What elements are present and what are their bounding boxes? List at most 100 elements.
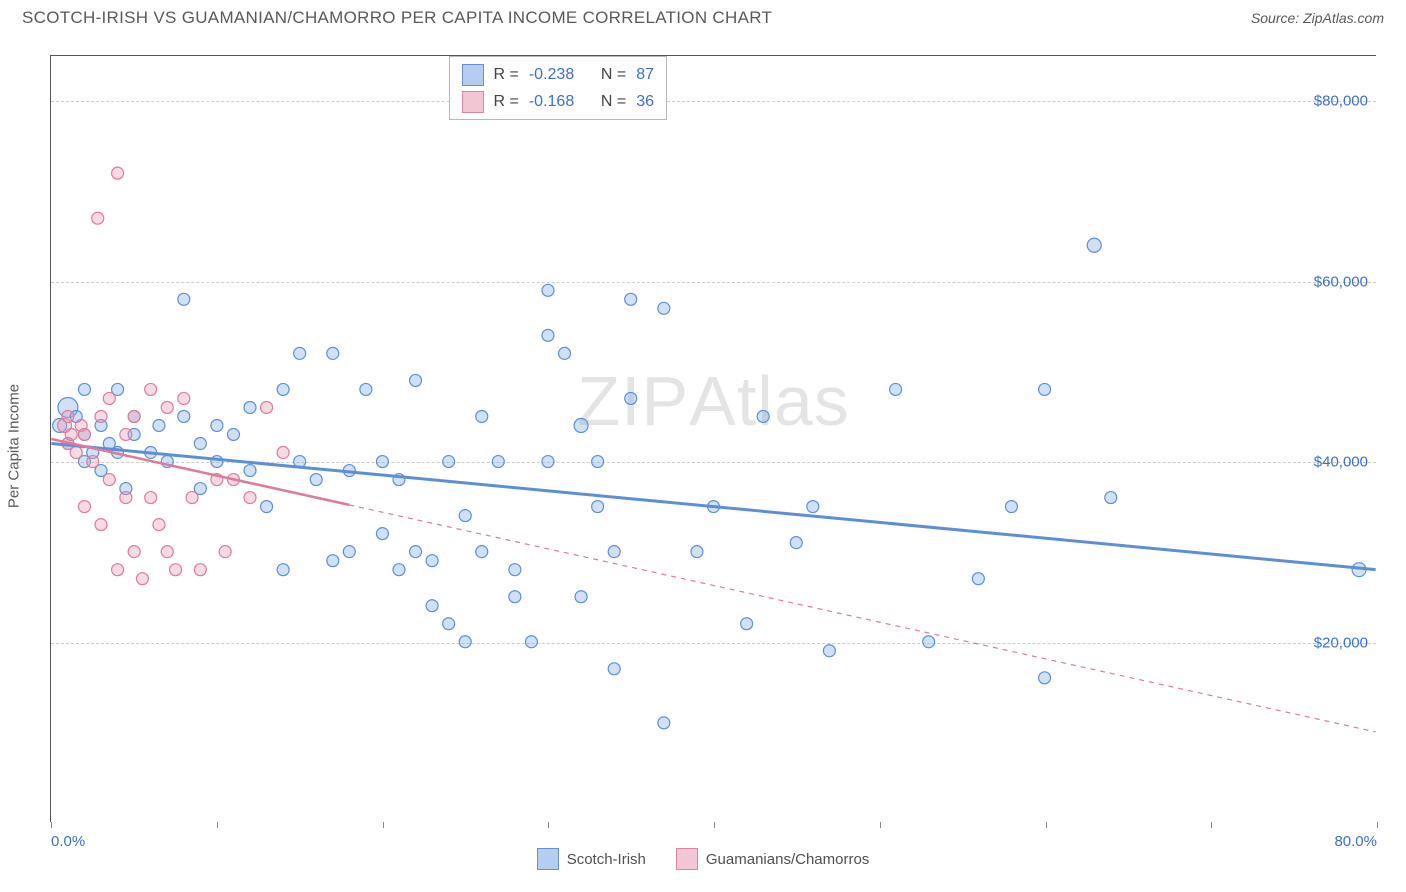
trend-line: [51, 444, 1375, 570]
scatter-point: [310, 474, 322, 486]
r-label: R =: [494, 61, 519, 88]
scatter-point: [92, 212, 104, 224]
scatter-point: [360, 383, 372, 395]
scatter-point: [153, 519, 165, 531]
scatter-point: [509, 564, 521, 576]
scatter-point: [178, 392, 190, 404]
r-value: -0.168: [529, 88, 591, 115]
legend-swatch: [537, 848, 559, 870]
scatter-point: [186, 492, 198, 504]
x-tick: [548, 822, 549, 828]
scatter-point: [244, 465, 256, 477]
scatter-point: [120, 492, 132, 504]
scatter-point: [327, 347, 339, 359]
scatter-point: [393, 564, 405, 576]
scatter-point: [1105, 492, 1117, 504]
chart-source: Source: ZipAtlas.com: [1251, 10, 1384, 26]
chart-plot-area: ZIPAtlas $20,000$40,000$60,000$80,000 0.…: [50, 55, 1376, 822]
scatter-point: [608, 663, 620, 675]
scatter-point: [625, 392, 637, 404]
scatter-point: [145, 383, 157, 395]
scatter-point: [890, 383, 902, 395]
scatter-point: [592, 456, 604, 468]
scatter-point: [128, 546, 140, 558]
scatter-point: [542, 456, 554, 468]
scatter-point: [78, 383, 90, 395]
scatter-point: [95, 519, 107, 531]
scatter-point: [277, 383, 289, 395]
scatter-point: [211, 419, 223, 431]
scatter-point: [103, 392, 115, 404]
r-label: R =: [494, 88, 519, 115]
scatter-point: [1039, 672, 1051, 684]
legend-item: Guamanians/Chamorros: [676, 848, 869, 870]
scatter-point: [161, 401, 173, 413]
scatter-point: [170, 564, 182, 576]
scatter-point: [178, 293, 190, 305]
scatter-point: [492, 456, 504, 468]
scatter-point: [219, 546, 231, 558]
scatter-point: [103, 474, 115, 486]
scatter-point: [575, 591, 587, 603]
scatter-point: [178, 410, 190, 422]
n-label: N =: [601, 88, 626, 115]
scatter-point: [476, 546, 488, 558]
scatter-point: [459, 510, 471, 522]
scatter-point: [244, 401, 256, 413]
legend: Scotch-Irish Guamanians/Chamorros: [0, 848, 1406, 870]
x-tick: [1377, 822, 1378, 828]
stats-row: R =-0.238N =87: [462, 61, 654, 88]
scatter-point: [574, 418, 588, 432]
scatter-point: [757, 410, 769, 422]
scatter-point: [476, 410, 488, 422]
scatter-point: [120, 429, 132, 441]
chart-title: SCOTCH-IRISH VS GUAMANIAN/CHAMORRO PER C…: [22, 8, 772, 28]
scatter-point: [525, 636, 537, 648]
n-value: 87: [636, 61, 654, 88]
scatter-point: [194, 564, 206, 576]
scatter-point: [1087, 238, 1101, 252]
scatter-point: [691, 546, 703, 558]
scatter-point: [244, 492, 256, 504]
scatter-point: [443, 456, 455, 468]
x-tick: [1046, 822, 1047, 828]
scatter-point: [78, 501, 90, 513]
legend-item: Scotch-Irish: [537, 848, 646, 870]
scatter-point: [376, 528, 388, 540]
scatter-point: [658, 717, 670, 729]
x-tick: [1211, 822, 1212, 828]
scatter-point: [1005, 501, 1017, 513]
scatter-point: [410, 546, 422, 558]
scatter-point: [277, 447, 289, 459]
scatter-point: [426, 600, 438, 612]
series-swatch: [462, 64, 484, 86]
y-axis-label: Per Capita Income: [6, 384, 23, 508]
correlation-stats-box: R =-0.238N =87R =-0.168N =36: [449, 56, 667, 120]
scatter-point: [161, 546, 173, 558]
stats-row: R = -0.168 N = 36: [462, 88, 654, 115]
scatter-point: [136, 573, 148, 585]
scatter-point: [87, 456, 99, 468]
scatter-point: [343, 546, 355, 558]
scatter-point: [112, 564, 124, 576]
scatter-point: [608, 546, 620, 558]
scatter-point: [972, 573, 984, 585]
scatter-point: [70, 447, 82, 459]
scatter-point: [443, 618, 455, 630]
n-label: N =: [601, 61, 626, 88]
scatter-point: [741, 618, 753, 630]
scatter-point: [65, 429, 77, 441]
scatter-point: [227, 429, 239, 441]
x-tick: [217, 822, 218, 828]
scatter-point: [128, 410, 140, 422]
scatter-point: [95, 410, 107, 422]
x-tick: [383, 822, 384, 828]
n-value: 36: [636, 88, 654, 115]
scatter-point: [261, 401, 273, 413]
scatter-point: [807, 501, 819, 513]
scatter-svg: [51, 56, 1376, 822]
x-tick: [51, 822, 52, 828]
scatter-point: [1039, 383, 1051, 395]
legend-label: Scotch-Irish: [567, 851, 646, 868]
scatter-point: [542, 284, 554, 296]
